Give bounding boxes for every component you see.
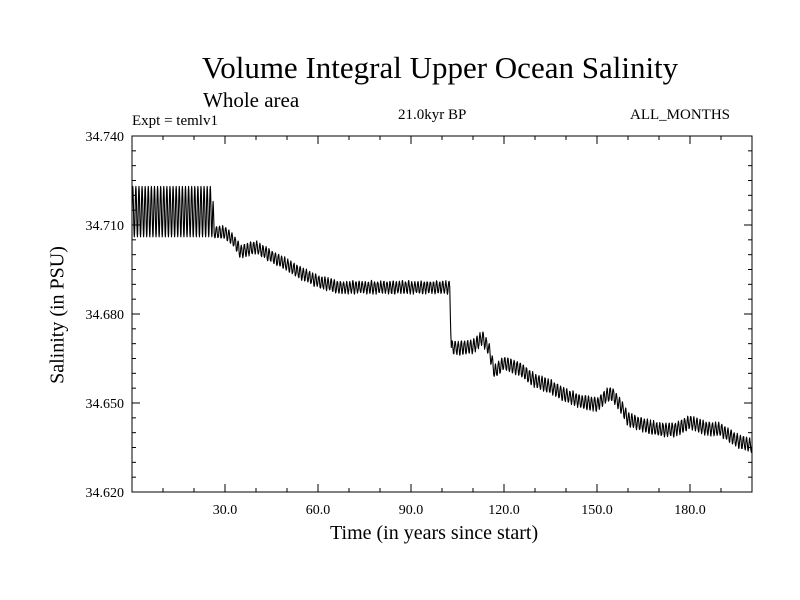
salinity-line — [131, 185, 753, 453]
x-tick-label: 120.0 — [488, 503, 520, 518]
y-tick-label: 34.680 — [86, 308, 125, 323]
y-tick-label: 34.710 — [86, 219, 125, 234]
y-axis-label: Salinity (in PSU) — [46, 246, 69, 384]
x-tick-label: 180.0 — [674, 503, 706, 518]
x-tick-label: 60.0 — [306, 503, 331, 518]
months-label: ALL_MONTHS — [630, 107, 730, 123]
x-tick-label: 150.0 — [581, 503, 613, 518]
period-label: 21.0kyr BP — [398, 107, 467, 123]
x-axis-label: Time (in years since start) — [330, 522, 539, 544]
x-tick-label: 30.0 — [213, 503, 238, 518]
y-tick-label: 34.620 — [86, 486, 125, 501]
x-tick-label: 90.0 — [399, 503, 424, 518]
plot-frame — [131, 135, 753, 493]
chart-subtitle: Whole area — [203, 88, 300, 112]
experiment-label: Expt = temlv1 — [132, 113, 218, 129]
chart-title: Volume Integral Upper Ocean Salinity — [201, 50, 679, 85]
y-tick-label: 34.650 — [86, 397, 125, 412]
y-tick-label: 34.740 — [86, 130, 125, 145]
